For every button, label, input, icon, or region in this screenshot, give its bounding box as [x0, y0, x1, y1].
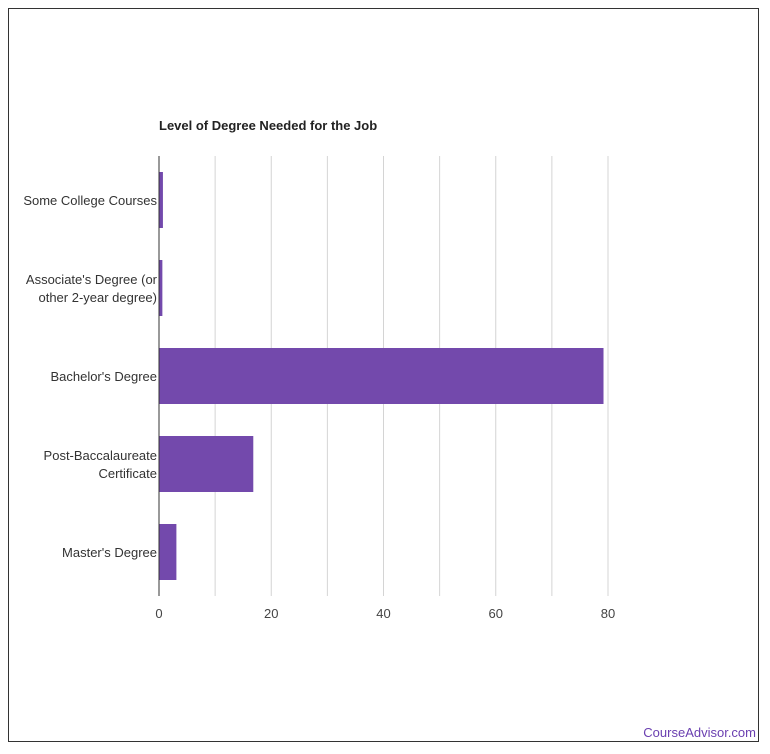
category-label: Some College Courses	[23, 193, 157, 208]
category-label: other 2-year degree)	[38, 290, 157, 305]
x-tick-label: 80	[601, 606, 615, 621]
category-label: Certificate	[98, 466, 157, 481]
category-label: Master's Degree	[62, 545, 157, 560]
category-label: Bachelor's Degree	[50, 369, 157, 384]
bar	[159, 524, 177, 580]
bar	[159, 436, 254, 492]
bar	[159, 348, 604, 404]
x-tick-label: 0	[155, 606, 162, 621]
x-tick-label: 20	[264, 606, 278, 621]
bar	[159, 172, 163, 228]
category-label: Post-Baccalaureate	[44, 448, 157, 463]
x-tick-label: 40	[376, 606, 390, 621]
x-tick-label: 60	[489, 606, 503, 621]
brand-watermark: CourseAdvisor.com	[643, 725, 756, 740]
category-label: Associate's Degree (or	[26, 272, 158, 287]
chart-title: Level of Degree Needed for the Job	[159, 118, 378, 133]
bar	[159, 260, 163, 316]
